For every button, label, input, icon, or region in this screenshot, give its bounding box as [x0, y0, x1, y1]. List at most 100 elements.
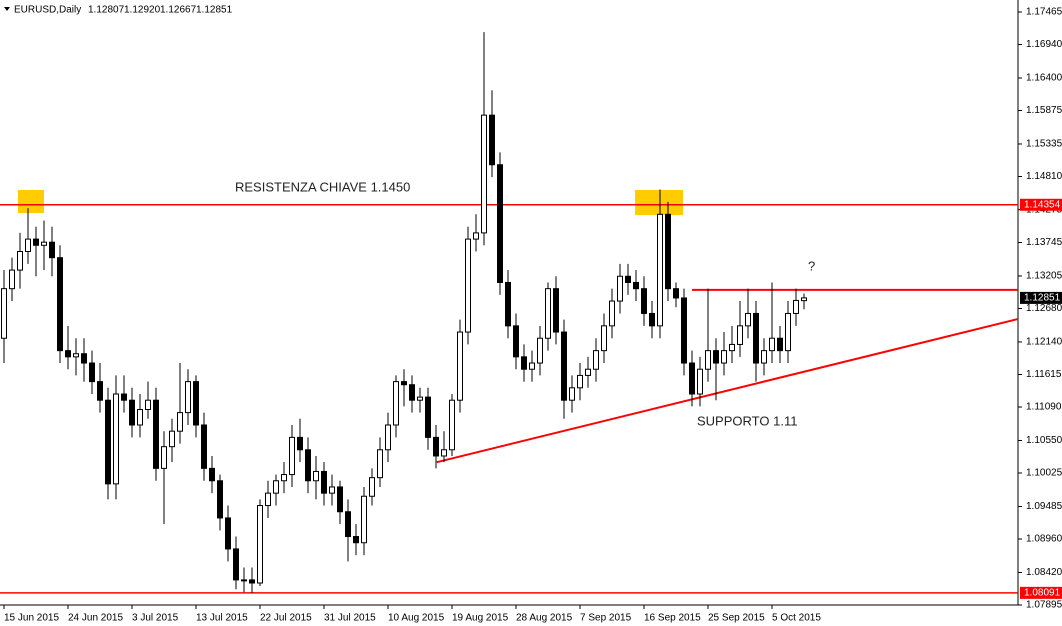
- candle-body: [769, 337, 775, 352]
- y-tick-label: 1.15335: [1026, 139, 1062, 150]
- candle-body: [217, 480, 223, 519]
- x-tick-label: 22 Jul 2015: [260, 613, 312, 624]
- candle-body: [721, 350, 727, 364]
- candle-body: [169, 430, 175, 448]
- candle-body: [129, 399, 135, 426]
- y-tick-label: 1.14810: [1026, 171, 1062, 182]
- candle-body: [737, 325, 743, 345]
- y-tick-label: 1.17465: [1026, 7, 1062, 18]
- candle-body: [121, 393, 127, 401]
- level-label-box: [1020, 198, 1062, 211]
- candle-body: [801, 297, 807, 302]
- candle-body: [305, 449, 311, 482]
- candle-body: [665, 213, 671, 290]
- candle-body: [513, 325, 519, 358]
- candle-body: [1, 288, 7, 339]
- y-tick-label: 1.13745: [1026, 237, 1062, 248]
- candle-body: [601, 325, 607, 352]
- x-tick-label: 24 Jun 2015: [68, 613, 123, 624]
- y-tick-label: 1.11090: [1026, 402, 1062, 413]
- candle-body: [793, 299, 799, 314]
- x-tick-label: 19 Aug 2015: [452, 613, 509, 624]
- ohlc-value: 1.12920: [124, 5, 161, 16]
- candle-body: [209, 467, 215, 482]
- y-tick-label: 1.12140: [1026, 337, 1062, 348]
- candle-body: [281, 474, 287, 482]
- candle-body: [249, 579, 255, 584]
- candle-body: [241, 579, 247, 582]
- candle-body: [753, 312, 759, 364]
- candle-body: [313, 470, 319, 482]
- candle-body: [545, 288, 551, 339]
- ohlc-value: 1.12807: [88, 5, 125, 16]
- x-tick-label: 25 Sep 2015: [708, 613, 765, 624]
- candle-body: [649, 312, 655, 327]
- candle-body: [345, 511, 351, 538]
- symbol: EURUSD,Daily: [14, 5, 81, 16]
- candle-body: [25, 238, 31, 252]
- candle-body: [57, 257, 63, 352]
- candle-body: [585, 368, 591, 376]
- level-label-box: [1020, 586, 1062, 599]
- x-tick-label: 3 Jul 2015: [132, 613, 179, 624]
- y-tick-label: 1.09485: [1026, 501, 1062, 512]
- candle-body: [321, 470, 327, 494]
- candle-body: [49, 241, 55, 259]
- candle-body: [617, 275, 623, 302]
- candle-body: [177, 412, 183, 432]
- candle-body: [553, 288, 559, 333]
- x-tick-label: 13 Jul 2015: [196, 613, 248, 624]
- y-tick-label: 1.10550: [1026, 435, 1062, 446]
- candle-body: [745, 312, 751, 327]
- x-tick-label: 31 Jul 2015: [324, 613, 376, 624]
- candle-body: [625, 275, 631, 283]
- candle-body: [401, 381, 407, 386]
- price-marker-label: 1.12851: [1024, 293, 1061, 304]
- y-tick-label: 1.13205: [1026, 271, 1062, 282]
- x-tick-label: 28 Aug 2015: [516, 613, 573, 624]
- candle-body: [105, 399, 111, 485]
- candle-body: [417, 396, 423, 401]
- candle-body: [593, 350, 599, 370]
- candle-body: [777, 337, 783, 352]
- candle-body: [185, 381, 191, 414]
- candle-body: [689, 362, 695, 395]
- candle-body: [353, 536, 359, 544]
- level-label: 1.14354: [1024, 199, 1061, 210]
- candle-body: [609, 300, 615, 327]
- highlight: [18, 190, 44, 213]
- candle-body: [385, 424, 391, 451]
- candle-body: [529, 362, 535, 370]
- candle-body: [361, 495, 367, 544]
- candle-body: [785, 312, 791, 352]
- candle-body: [497, 164, 503, 283]
- candle-body: [409, 384, 415, 401]
- candle-body: [441, 449, 447, 457]
- candle-body: [705, 350, 711, 370]
- candle-body: [673, 288, 679, 299]
- annotation: ?: [808, 258, 815, 273]
- candle-body: [569, 387, 575, 401]
- candle-body: [537, 337, 543, 364]
- x-tick-label: 5 Oct 2015: [772, 613, 821, 624]
- candle-body: [505, 281, 511, 327]
- price-marker-box: [1020, 291, 1062, 304]
- candle-body: [377, 449, 383, 479]
- candle-body: [393, 381, 399, 426]
- candle-body: [465, 238, 471, 333]
- y-tick-label: 1.08420: [1026, 567, 1062, 578]
- candle-body: [633, 281, 639, 290]
- trend-line: [436, 318, 1019, 464]
- candle-body: [265, 492, 271, 507]
- candle-body: [521, 356, 527, 370]
- candle-body: [457, 331, 463, 401]
- candle-body: [225, 517, 231, 550]
- menu-arrow: [4, 7, 10, 11]
- ohlc-value: 1.12667: [160, 5, 197, 16]
- candle-body: [297, 436, 303, 451]
- candle-body: [697, 368, 703, 395]
- candle-body: [113, 393, 119, 485]
